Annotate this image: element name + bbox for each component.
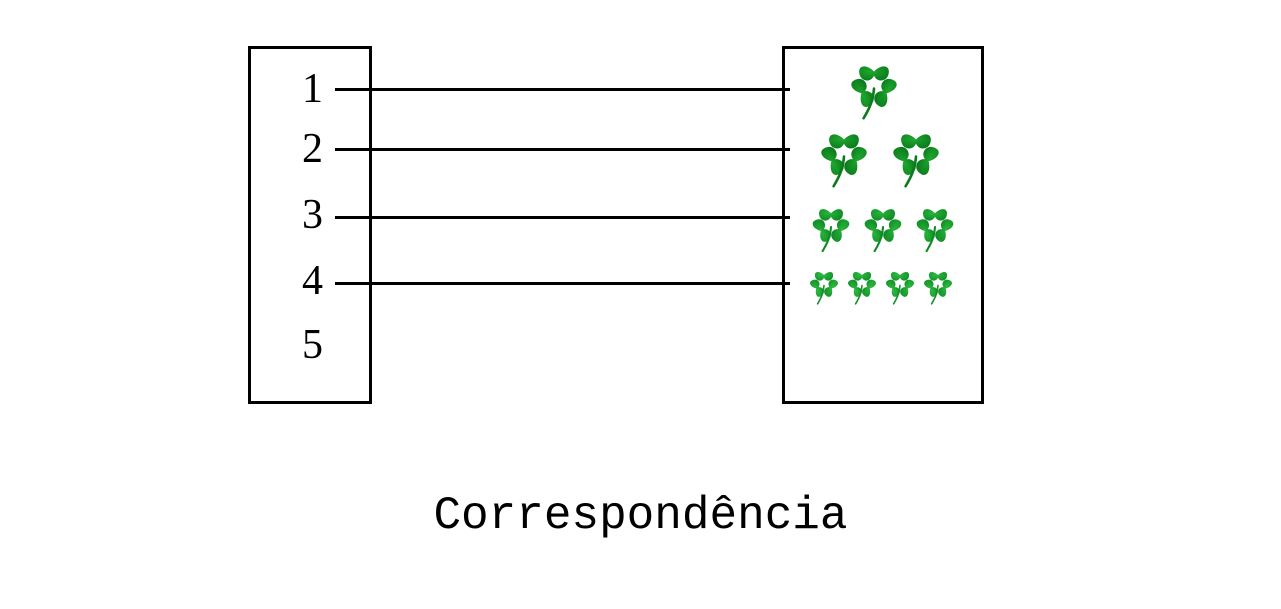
clover-icon [884, 268, 916, 305]
clover-icon [810, 204, 852, 252]
clover-icon [922, 268, 954, 305]
connector-1 [335, 88, 790, 91]
clover-row-4 [808, 268, 954, 305]
number-5: 5 [302, 324, 323, 366]
diagram-canvas: 1 2 3 4 5 Correspondência [0, 0, 1281, 609]
connector-2 [335, 148, 790, 151]
diagram-title: Correspondência [0, 490, 1281, 542]
clover-row-3 [810, 204, 956, 252]
number-1: 1 [302, 68, 323, 110]
clover-row-1 [848, 60, 900, 120]
clover-icon [848, 60, 900, 120]
number-3: 3 [302, 194, 323, 236]
clover-icon [890, 128, 942, 188]
connector-3 [335, 216, 790, 219]
connector-4 [335, 282, 790, 285]
number-2: 2 [302, 128, 323, 170]
clover-icon [808, 268, 840, 305]
clover-icon [818, 128, 870, 188]
clover-icon [914, 204, 956, 252]
clover-icon [862, 204, 904, 252]
number-4: 4 [302, 260, 323, 302]
clover-icon [846, 268, 878, 305]
clover-row-2 [818, 128, 942, 188]
